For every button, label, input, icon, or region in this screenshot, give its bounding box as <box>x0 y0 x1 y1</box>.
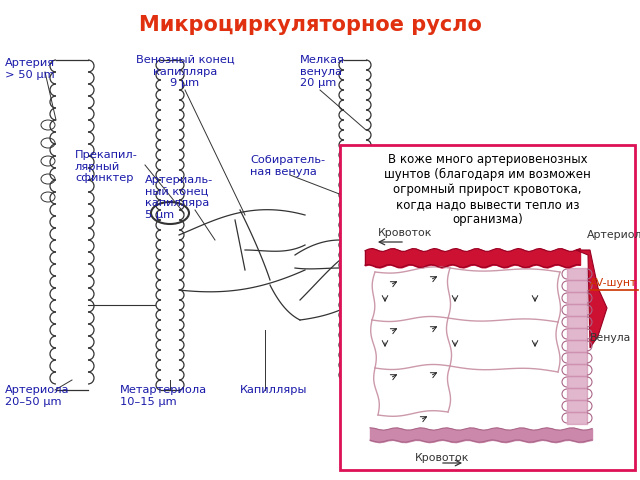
Text: Артерия
> 50 μm: Артерия > 50 μm <box>5 58 55 80</box>
Text: В коже много артериовенозных
шунтов (благодаря им возможен
огромный прирост кров: В коже много артериовенозных шунтов (бла… <box>384 153 591 226</box>
Text: Кровоток: Кровоток <box>415 453 469 463</box>
Bar <box>340 145 635 470</box>
Polygon shape <box>576 250 607 348</box>
Text: Артериаль-
ный конец
капилляра
5 μm: Артериаль- ный конец капилляра 5 μm <box>145 175 213 220</box>
Text: Артериола
20–50 μm: Артериола 20–50 μm <box>5 385 70 407</box>
Text: Венула: Венула <box>590 333 631 343</box>
Text: Метартериола
10–15 μm: Метартериола 10–15 μm <box>120 385 207 407</box>
Text: Капилляры: Капилляры <box>240 385 307 395</box>
Text: Мелкая
венула
20 μm: Мелкая венула 20 μm <box>300 55 345 88</box>
Text: Артериола: Артериола <box>587 230 640 240</box>
Text: Микроциркуляторное русло: Микроциркуляторное русло <box>139 15 481 35</box>
Text: AV-шунт: AV-шунт <box>590 278 637 288</box>
Text: Кровоток: Кровоток <box>378 228 433 238</box>
Text: Собиратель-
ная венула: Собиратель- ная венула <box>250 155 325 177</box>
Text: Венозный конец
капилляра
9 μm: Венозный конец капилляра 9 μm <box>136 55 234 88</box>
Text: Прекапил-
лярный
сфинктер: Прекапил- лярный сфинктер <box>75 150 138 183</box>
